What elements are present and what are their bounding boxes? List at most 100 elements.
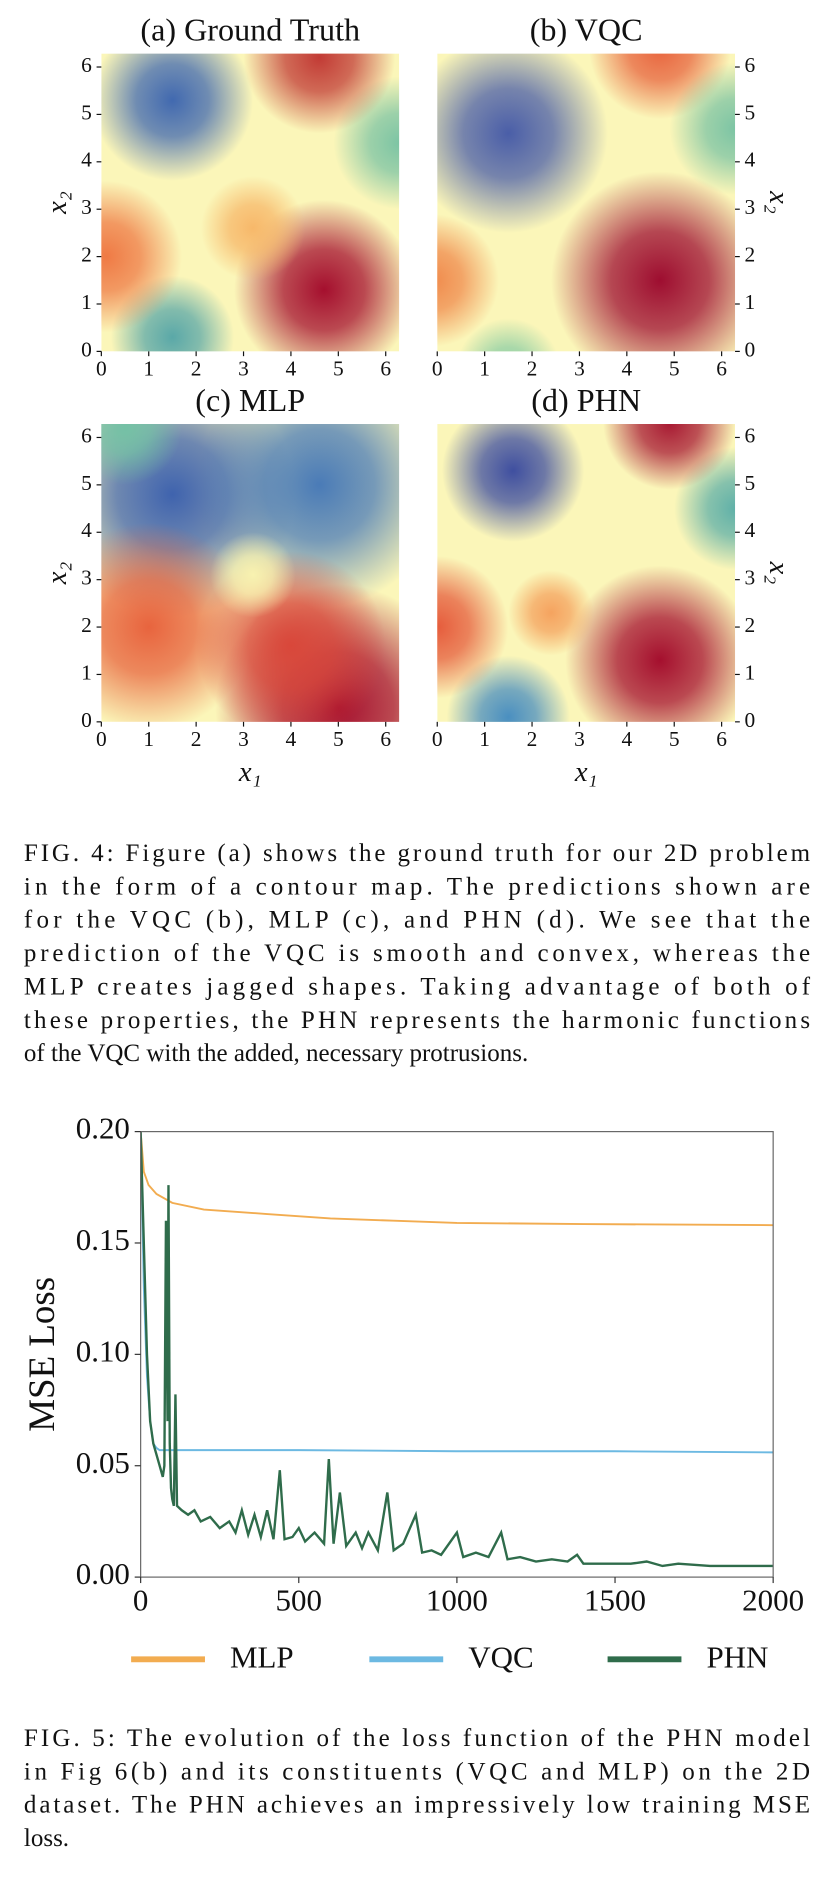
y-tick-label: 4 bbox=[745, 148, 756, 172]
x-tick-label: 5 bbox=[333, 356, 344, 380]
y-tick-label: 5 bbox=[81, 471, 92, 495]
caption-line: prediction of the VQC is smooth and conv… bbox=[24, 940, 810, 967]
x-tick-label: 1500 bbox=[584, 1582, 646, 1617]
heatmap-image bbox=[101, 53, 400, 352]
y-tick-label: 2 bbox=[745, 243, 756, 267]
y-tick-label: 0 bbox=[745, 337, 756, 361]
x-tick-label: 2000 bbox=[742, 1582, 804, 1617]
x-tick-label: 0 bbox=[96, 356, 107, 380]
x-tick-label: 0 bbox=[432, 356, 443, 380]
panel-title: (c) MLP bbox=[195, 382, 305, 418]
heatmap-image bbox=[101, 424, 400, 722]
x-tick-label: 0 bbox=[432, 727, 443, 751]
y-tick-label: 1 bbox=[745, 660, 756, 684]
y-tick-label: 5 bbox=[745, 100, 756, 124]
caption-line: dataset. The PHN achieves an impressivel… bbox=[24, 1792, 810, 1819]
x-tick-label: 2 bbox=[527, 356, 538, 380]
heatmap-blob bbox=[101, 424, 182, 485]
x-tick-label: 3 bbox=[574, 356, 585, 380]
y-tick-label: 2 bbox=[81, 613, 92, 637]
legend-label: PHN bbox=[706, 1640, 768, 1675]
y-tick-label: 3 bbox=[81, 566, 92, 590]
panel-title: (a) Ground Truth bbox=[140, 12, 360, 48]
x-tick-label: 4 bbox=[286, 356, 297, 380]
heatmap-blob bbox=[437, 53, 608, 233]
x-tick-label: 6 bbox=[716, 356, 727, 380]
heatmap-blob bbox=[200, 176, 306, 281]
y-axis-label: MSE Loss bbox=[21, 1277, 62, 1432]
legend-label: VQC bbox=[468, 1640, 533, 1675]
x-tick-label: 3 bbox=[238, 727, 249, 751]
y-tick-label: 4 bbox=[81, 518, 92, 542]
y-tick-label: 0.00 bbox=[76, 1556, 130, 1591]
y-tick-label: 0.05 bbox=[76, 1445, 130, 1480]
y-tick-label: 3 bbox=[745, 195, 756, 219]
heatmap-blob bbox=[101, 180, 182, 333]
x-tick-label: 6 bbox=[716, 727, 727, 751]
heatmap-blob bbox=[437, 555, 509, 699]
x-tick-label: 1000 bbox=[426, 1582, 488, 1617]
plot-frame bbox=[140, 1131, 774, 1578]
y-tick-label: 5 bbox=[81, 100, 92, 124]
heatmap-blob bbox=[459, 318, 557, 352]
y-tick-label: 6 bbox=[81, 53, 92, 77]
y-tick-label: 1 bbox=[745, 290, 756, 314]
x-tick-label: 500 bbox=[276, 1582, 322, 1617]
y-tick-label: 0 bbox=[745, 708, 756, 732]
heatmap-blob bbox=[442, 424, 585, 542]
x-tick-label: 6 bbox=[380, 356, 391, 380]
y-tick-label: 3 bbox=[81, 195, 92, 219]
panel-title: (d) PHN bbox=[531, 382, 641, 418]
x-axis-label: x₁ bbox=[574, 757, 598, 788]
caption-line: in the form of a contour map. The predic… bbox=[24, 873, 810, 900]
x-tick-label: 2 bbox=[527, 727, 538, 751]
x-tick-label: 4 bbox=[286, 727, 297, 751]
caption-line: FIG. 5: The evolution of the loss functi… bbox=[24, 1725, 810, 1752]
heatmap-blob bbox=[508, 570, 594, 656]
panel-title: (b) VQC bbox=[530, 12, 643, 48]
y-tick-label: 2 bbox=[81, 243, 92, 267]
caption-line: in Fig 6(b) and its constituents (VQC an… bbox=[24, 1758, 810, 1785]
caption-line: these properties, the PHN represents the… bbox=[24, 1007, 810, 1034]
y-tick-label: 3 bbox=[745, 566, 756, 590]
x-tick-label: 1 bbox=[479, 727, 490, 751]
y-tick-label: 0.10 bbox=[76, 1333, 130, 1368]
heatmap-blob bbox=[565, 565, 736, 722]
heatmap-blob bbox=[243, 53, 396, 134]
y-axis-label: x₂ bbox=[763, 561, 794, 585]
x-tick-label: 5 bbox=[669, 356, 680, 380]
y-tick-label: 0 bbox=[81, 337, 92, 361]
heatmap-blob bbox=[101, 53, 253, 181]
heatmap-blob bbox=[603, 424, 736, 490]
y-axis-label: x₂ bbox=[42, 562, 73, 586]
legend-label: MLP bbox=[230, 1640, 294, 1675]
x-axis-label: x₁ bbox=[238, 757, 262, 788]
y-tick-label: 6 bbox=[81, 423, 92, 447]
x-tick-label: 1 bbox=[143, 727, 154, 751]
x-tick-label: 6 bbox=[380, 727, 391, 751]
loss-line bbox=[140, 1131, 774, 1227]
y-tick-label: 0.20 bbox=[76, 1111, 130, 1146]
y-tick-label: 1 bbox=[81, 660, 92, 684]
y-tick-label: 0.15 bbox=[76, 1222, 130, 1257]
caption-line: loss. bbox=[24, 1825, 69, 1852]
heatmap-image bbox=[437, 53, 736, 352]
caption-line: for the VQC (b), MLP (c), and PHN (d). W… bbox=[24, 907, 810, 934]
x-tick-label: 4 bbox=[621, 356, 632, 380]
x-tick-label: 3 bbox=[238, 356, 249, 380]
y-tick-label: 6 bbox=[745, 423, 756, 447]
y-axis-label: x₂ bbox=[42, 191, 73, 215]
y-tick-label: 5 bbox=[745, 471, 756, 495]
caption-line: FIG. 4: Figure (a) shows the ground trut… bbox=[24, 840, 811, 867]
y-tick-label: 4 bbox=[745, 518, 756, 542]
loss-line bbox=[140, 1131, 774, 1454]
caption-line: of the VQC with the added, necessary pro… bbox=[24, 1040, 528, 1067]
heatmap-blob bbox=[210, 532, 296, 618]
y-tick-label: 1 bbox=[81, 290, 92, 314]
y-axis-label: x₂ bbox=[763, 190, 794, 214]
x-tick-label: 1 bbox=[143, 356, 154, 380]
x-tick-label: 3 bbox=[574, 727, 585, 751]
caption-line: MLP creates jagged shapes. Taking advant… bbox=[24, 973, 811, 1000]
heatmap-blob bbox=[437, 214, 499, 347]
